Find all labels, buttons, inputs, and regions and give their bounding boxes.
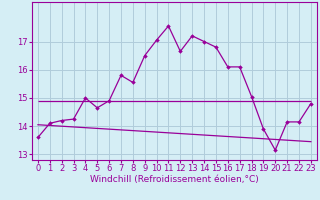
X-axis label: Windchill (Refroidissement éolien,°C): Windchill (Refroidissement éolien,°C) [90, 175, 259, 184]
